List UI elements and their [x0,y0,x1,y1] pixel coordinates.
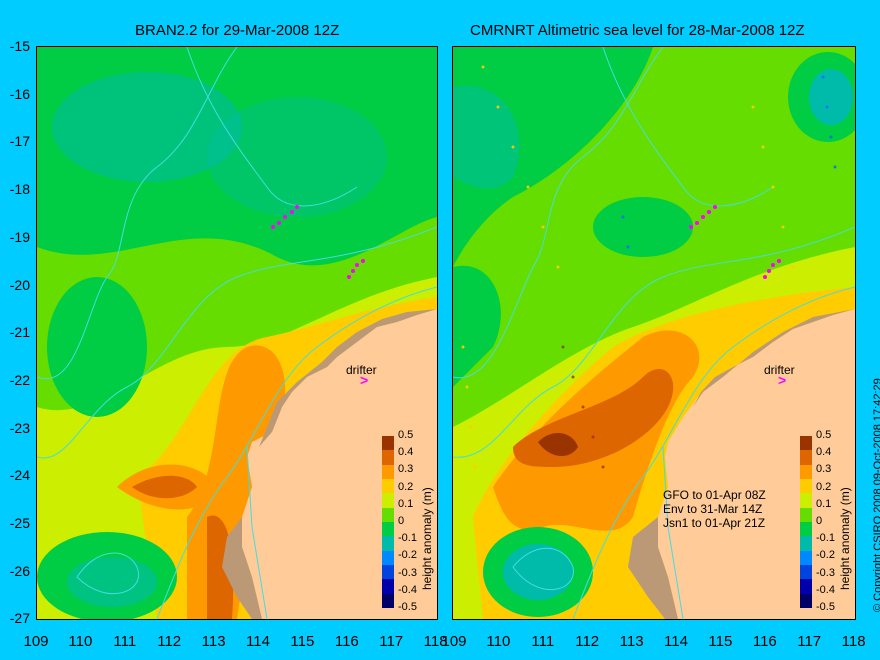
colorbar-segment [800,536,812,551]
right-drifter-marker: > [778,372,787,388]
colorbar-tick-label: 0 [398,515,405,527]
x-tick-label: 114 [664,633,688,650]
colorbar-tick-label: -0.1 [398,532,417,545]
colorbar-segment [382,521,394,537]
colorbar-segment [382,579,394,594]
x-tick-label: 109 [23,633,49,650]
colorbar-segment [382,478,394,494]
copyright-text: © Copyright CSIRO 2008 09-Oct-2008 17:42… [872,378,880,612]
colorbar-tick-label: 0.2 [398,480,414,493]
colorbar-segment [800,436,812,451]
x-tick-label: 110 [486,633,511,650]
left-colorbar [382,436,394,608]
colorbar-segment [800,593,812,608]
right-colorbar [800,436,812,608]
y-tick-label: -15 [9,38,30,54]
satellite-jsn1: Jsn1 to 01-Apr 21Z [663,516,766,530]
y-tick-label: -19 [9,228,30,245]
satellite-env: Env to 31-Mar 14Z [663,502,763,516]
y-tick-label: -24 [9,467,30,484]
colorbar-segment [382,436,394,451]
x-tick-label: 115 [708,633,733,650]
colorbar-tick-label: -0.5 [816,601,835,613]
colorbar-tick-label: 0.3 [816,463,832,476]
colorbar-segment [382,493,394,508]
left-drifter-marker: > [360,372,369,388]
right-map-panel [452,46,856,620]
colorbar-segment [382,536,394,551]
colorbar-segment [800,550,812,565]
colorbar-tick-label: 0.5 [398,429,414,441]
y-tick-label: -17 [9,133,30,150]
colorbar-segment [800,478,812,494]
y-tick-label: -25 [9,515,30,531]
colorbar-tick-label: 0.1 [398,497,414,510]
colorbar-segment [800,579,812,594]
colorbar-tick-label: 0.4 [816,446,832,459]
colorbar-segment [382,564,394,580]
right-drifter-label: drifter [764,363,795,377]
x-tick-label: 114 [246,633,270,650]
right-map-svg [453,47,855,619]
colorbar-tick-label: 0.5 [816,429,832,441]
left-map-panel [36,46,438,620]
x-tick-label: 112 [157,633,182,650]
colorbar-segment [382,450,394,465]
x-tick-label: 118 [841,633,866,650]
colorbar-tick-label: -0.2 [816,549,835,562]
right-colorbar-title: height anomaly (m) [838,487,852,590]
x-tick-label: 116 [752,633,777,650]
colorbar-tick-label: 0.3 [398,463,414,476]
colorbar-tick-label: 0 [816,515,823,527]
colorbar-segment [382,507,394,522]
x-tick-label: 117 [379,633,404,650]
x-tick-label: 113 [201,633,226,650]
right-panel-title: CMRNRT Altimetric sea level for 28-Mar-2… [470,22,805,39]
colorbar-tick-label: 0.4 [398,446,414,459]
y-tick-label: -16 [9,85,30,102]
colorbar-tick-label: -0.2 [398,549,417,562]
colorbar-segment [382,593,394,608]
x-tick-label: 116 [334,633,359,650]
colorbar-segment [800,521,812,537]
colorbar-tick-label: -0.3 [398,566,417,579]
colorbar-segment [800,507,812,522]
colorbar-tick-label: 0.2 [816,480,832,493]
colorbar-segment [800,493,812,508]
y-tick-label: -22 [9,371,30,388]
colorbar-tick-label: -0.4 [816,583,835,596]
x-tick-label: 115 [290,633,315,650]
y-tick-label: -21 [9,324,30,341]
colorbar-segment [382,550,394,565]
x-tick-label: 118 [423,633,448,650]
y-tick-label: -27 [9,610,30,627]
left-colorbar-title: height anomaly (m) [420,487,434,590]
y-tick-label: -18 [9,181,30,198]
y-tick-label: -23 [9,419,30,436]
colorbar-tick-label: -0.3 [816,566,835,579]
satellite-gfo: GFO to 01-Apr 08Z [663,488,766,502]
x-tick-label: 110 [68,633,93,650]
y-tick-label: -26 [9,562,30,579]
colorbar-segment [800,464,812,479]
left-panel-title: BRAN2.2 for 29-Mar-2008 12Z [135,22,340,39]
satellite-info: GFO to 01-Apr 08Z Env to 31-Mar 14Z Jsn1… [663,488,766,530]
left-map-svg [37,47,437,619]
y-tick-label: -20 [9,276,30,293]
colorbar-segment [800,450,812,465]
x-tick-label: 113 [619,633,644,650]
left-drifter-label: drifter [346,363,377,377]
colorbar-tick-label: -0.5 [398,601,417,613]
x-tick-label: 109 [441,633,467,650]
x-tick-label: 112 [575,633,600,650]
x-tick-label: 117 [797,633,822,650]
colorbar-segment [800,564,812,580]
colorbar-segment [382,464,394,479]
colorbar-tick-label: 0.1 [816,497,832,510]
colorbar-tick-label: -0.4 [398,583,417,596]
x-tick-label: 111 [113,633,137,650]
x-tick-label: 111 [531,633,555,650]
colorbar-tick-label: -0.1 [816,532,835,545]
